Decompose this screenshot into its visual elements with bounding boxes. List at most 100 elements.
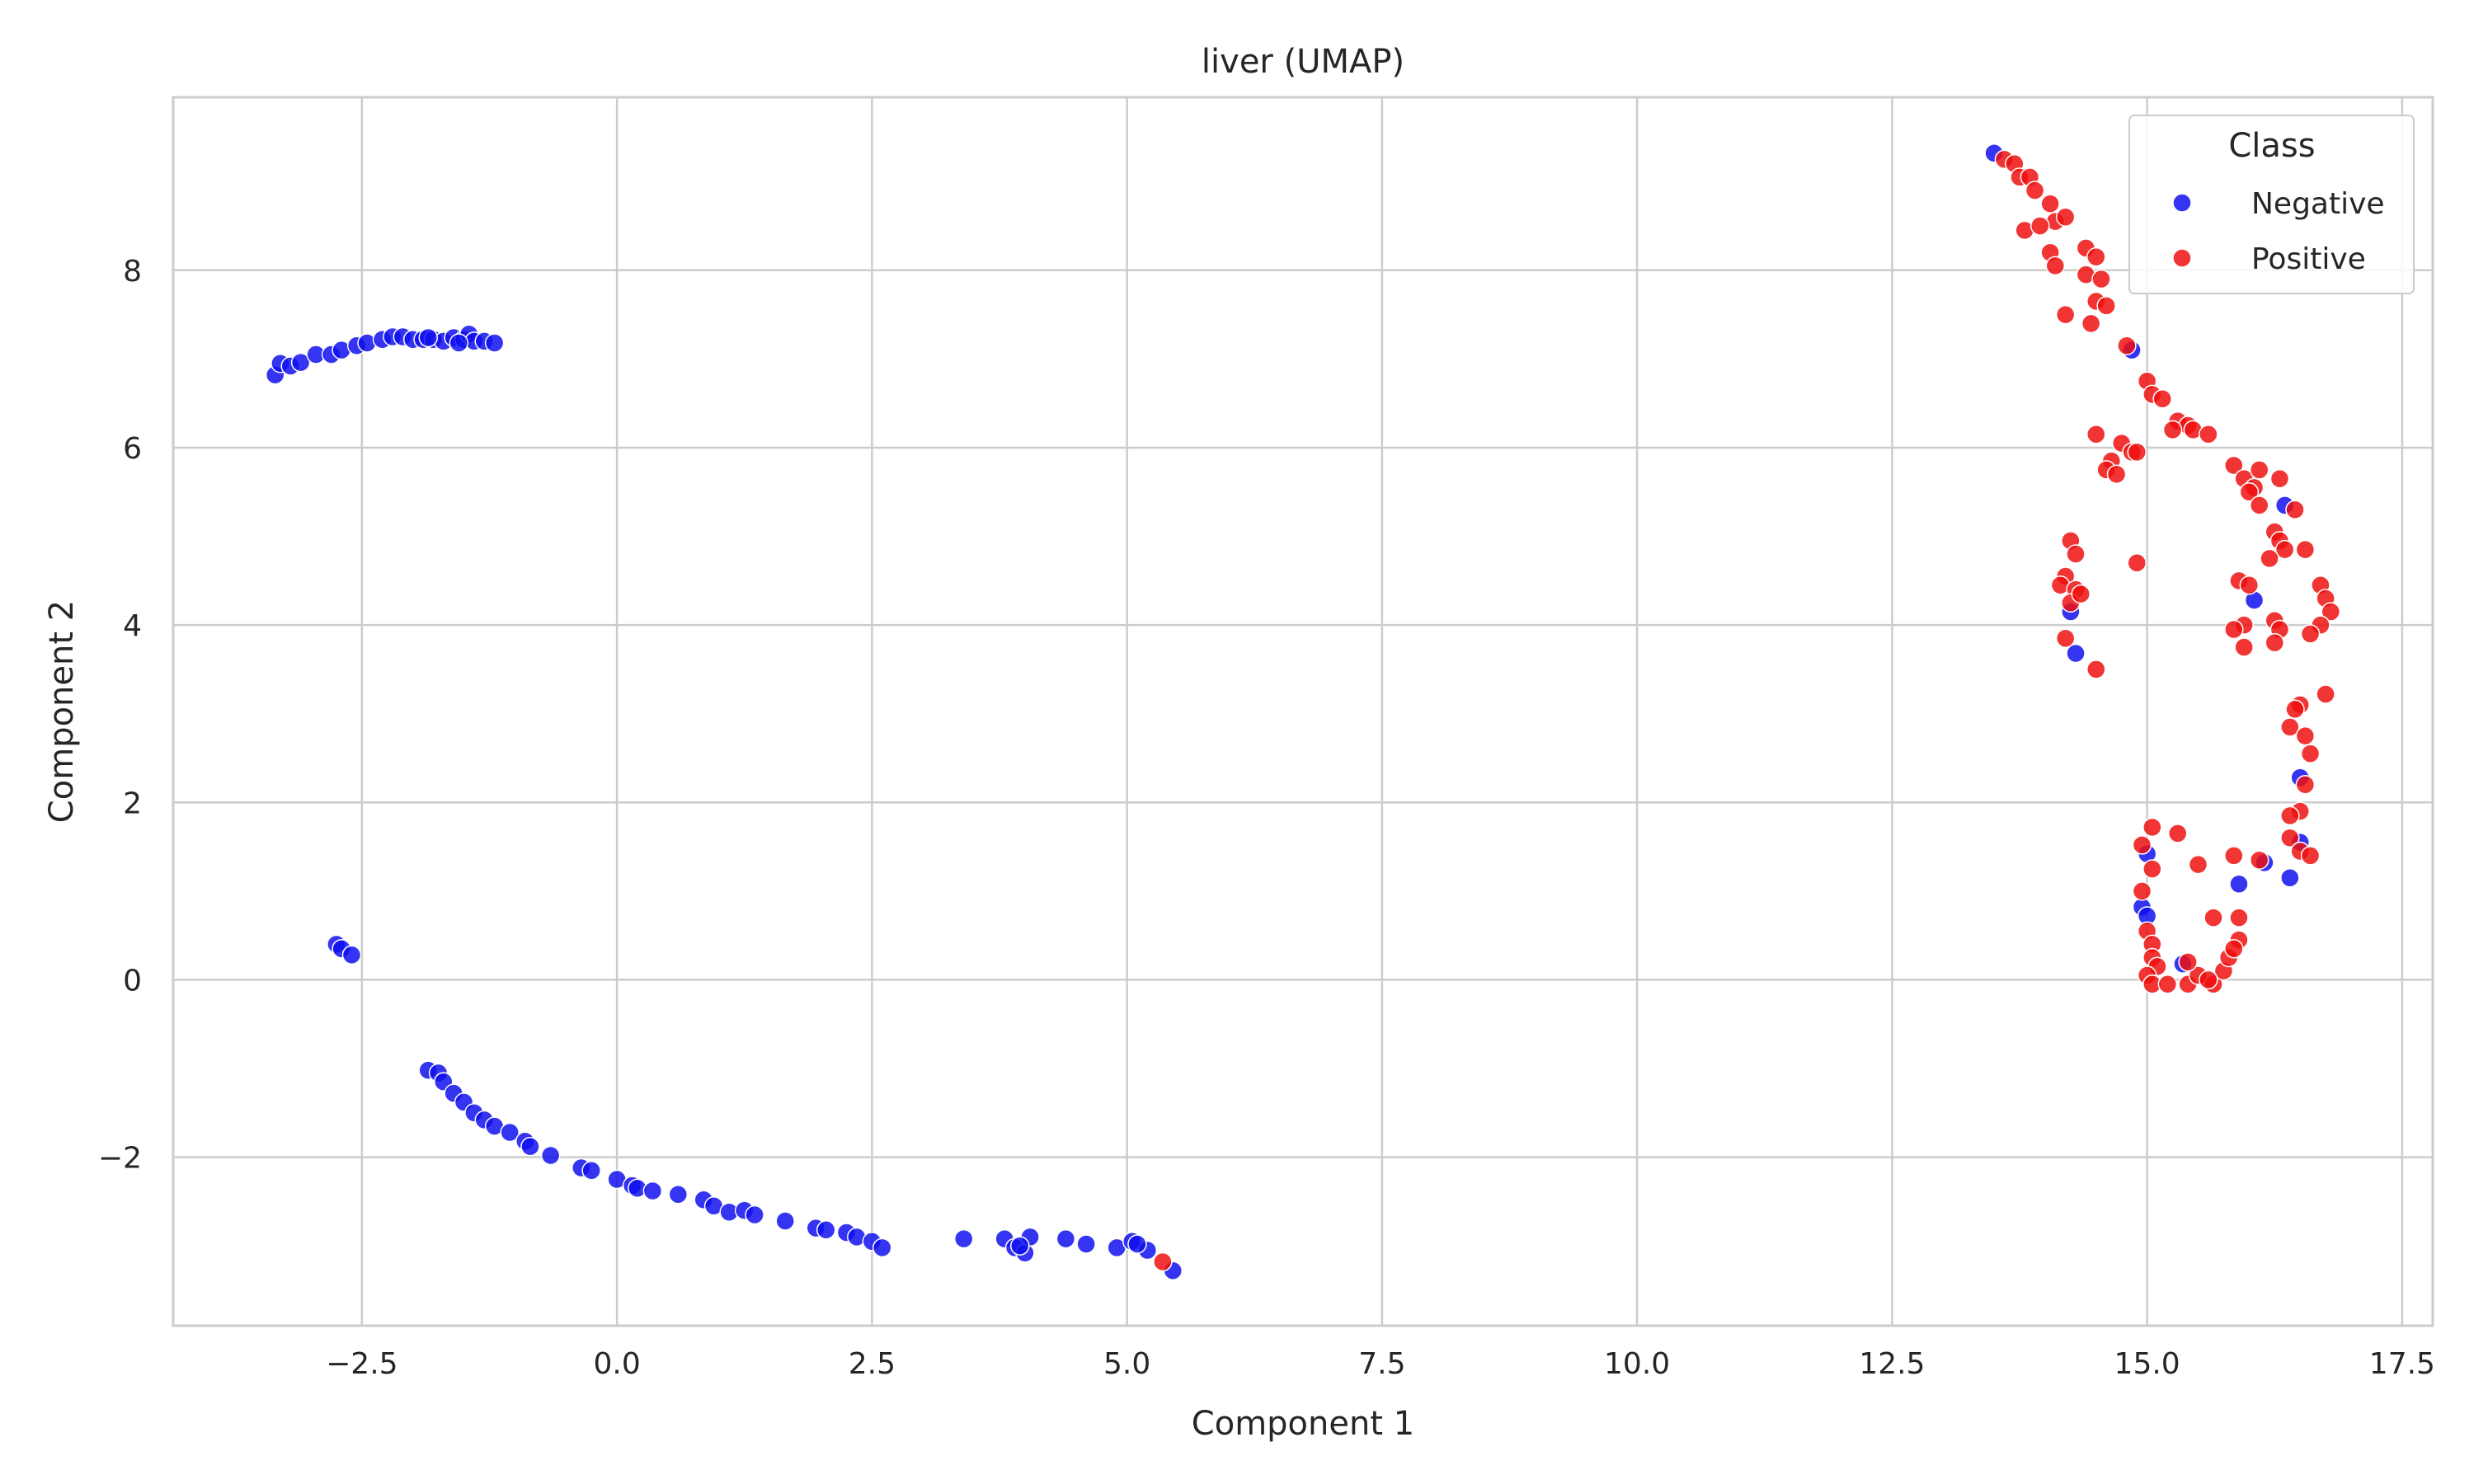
data-point-positive	[2280, 828, 2300, 848]
data-point-positive	[2055, 628, 2076, 648]
data-point-negative	[520, 1136, 540, 1157]
data-point-positive	[2127, 553, 2147, 573]
data-point-negative	[668, 1185, 689, 1205]
data-point-positive	[2157, 974, 2178, 994]
data-point-positive	[2086, 660, 2106, 679]
data-point-positive	[2280, 717, 2300, 737]
y-tick-labels: −2 0 2 4 6 8	[98, 255, 142, 1176]
data-point-negative	[1056, 1228, 1076, 1249]
data-point-positive	[2316, 684, 2335, 704]
data-point-negative	[745, 1205, 764, 1225]
y-tick-label: 2	[123, 787, 142, 820]
data-point-positive	[2127, 442, 2147, 463]
data-point-negative	[1076, 1234, 1096, 1254]
data-point-positive	[2300, 624, 2321, 644]
data-point-positive	[2224, 619, 2244, 640]
data-point-positive	[2249, 460, 2269, 480]
data-point-positive	[2234, 637, 2254, 657]
legend-title: Class	[2228, 127, 2315, 165]
data-point-positive	[1153, 1252, 1173, 1272]
data-point-positive	[2086, 425, 2106, 444]
data-point-positive	[2117, 336, 2137, 355]
data-point-positive	[2239, 481, 2260, 502]
data-point-positive	[2040, 194, 2060, 214]
grid-lines	[173, 97, 2433, 1326]
data-point-negative	[2280, 867, 2300, 888]
data-point-negative	[816, 1220, 836, 1240]
y-axis-label: Component 2	[43, 600, 81, 823]
legend-label-positive: Positive	[2251, 242, 2366, 276]
data-point-positive	[2106, 464, 2127, 484]
data-point-positive	[2300, 744, 2321, 763]
data-point-positive	[2152, 389, 2172, 409]
data-point-positive	[2260, 548, 2279, 569]
data-point-positive	[2132, 835, 2152, 855]
data-point-negative	[581, 1160, 601, 1181]
x-tick-label: 10.0	[1604, 1347, 1670, 1381]
x-tick-label: −2.5	[326, 1347, 397, 1381]
data-point-negative	[484, 333, 505, 353]
data-point-positive	[2030, 216, 2050, 236]
data-point-positive	[2096, 296, 2116, 316]
data-point-positive	[2224, 455, 2244, 476]
data-point-positive	[2295, 775, 2316, 795]
data-point-negative	[872, 1237, 892, 1258]
data-point-positive	[2295, 539, 2316, 560]
data-point-negative	[540, 1145, 561, 1166]
data-point-negative	[341, 945, 362, 965]
data-point-positive	[2081, 313, 2101, 334]
data-point-negative	[1009, 1236, 1030, 1256]
data-point-negative	[1127, 1234, 1147, 1254]
data-point-positive	[2091, 269, 2111, 289]
data-point-negative	[2066, 643, 2086, 664]
data-point-positive	[2321, 602, 2341, 622]
data-point-negative	[775, 1211, 795, 1231]
x-tick-label: 12.5	[1859, 1347, 1925, 1381]
y-tick-label: 0	[123, 964, 142, 998]
x-tick-label: 17.5	[2369, 1347, 2435, 1381]
y-tick-label: 6	[123, 432, 142, 466]
data-point-positive	[2285, 699, 2305, 720]
data-point-negative	[418, 327, 439, 348]
data-point-positive	[2300, 846, 2321, 866]
legend-marker-positive	[2172, 248, 2192, 268]
data-point-positive	[2229, 908, 2249, 928]
data-point-positive	[2167, 824, 2188, 843]
x-tick-label: 2.5	[849, 1347, 896, 1381]
data-point-positive	[2162, 420, 2183, 440]
x-tick-label: 5.0	[1103, 1347, 1150, 1381]
data-point-positive	[2295, 726, 2316, 746]
data-point-positive	[2249, 850, 2269, 870]
x-tick-label: 0.0	[593, 1347, 640, 1381]
y-tick-label: 8	[123, 255, 142, 289]
data-point-positive	[2239, 575, 2260, 595]
data-point-positive	[2199, 970, 2218, 990]
legend-marker-negative	[2172, 193, 2192, 213]
data-point-positive	[2086, 247, 2106, 267]
data-point-positive	[2265, 632, 2285, 653]
data-point-positive	[2178, 952, 2198, 972]
chart-title: liver (UMAP)	[1202, 43, 1404, 81]
data-point-positive	[2066, 544, 2086, 564]
data-point-positive	[2188, 854, 2208, 875]
data-point-positive	[2269, 468, 2290, 489]
data-point-positive	[2280, 805, 2300, 826]
legend: Class Negative Positive	[2128, 115, 2415, 294]
y-tick-label: −2	[98, 1142, 142, 1176]
data-point-positive	[2071, 584, 2091, 604]
data-point-negative	[2229, 874, 2249, 894]
data-point-negative	[449, 333, 469, 353]
data-point-positive	[2224, 846, 2244, 866]
data-points	[265, 143, 2341, 1281]
legend-label-negative: Negative	[2251, 187, 2385, 221]
x-tick-label: 15.0	[2114, 1347, 2180, 1381]
y-tick-label: 4	[123, 609, 142, 643]
data-point-negative	[500, 1122, 520, 1143]
data-point-negative	[953, 1228, 974, 1249]
data-point-positive	[2025, 181, 2045, 200]
data-point-positive	[2204, 908, 2223, 928]
x-tick-label: 7.5	[1358, 1347, 1405, 1381]
data-point-positive	[2249, 495, 2269, 515]
